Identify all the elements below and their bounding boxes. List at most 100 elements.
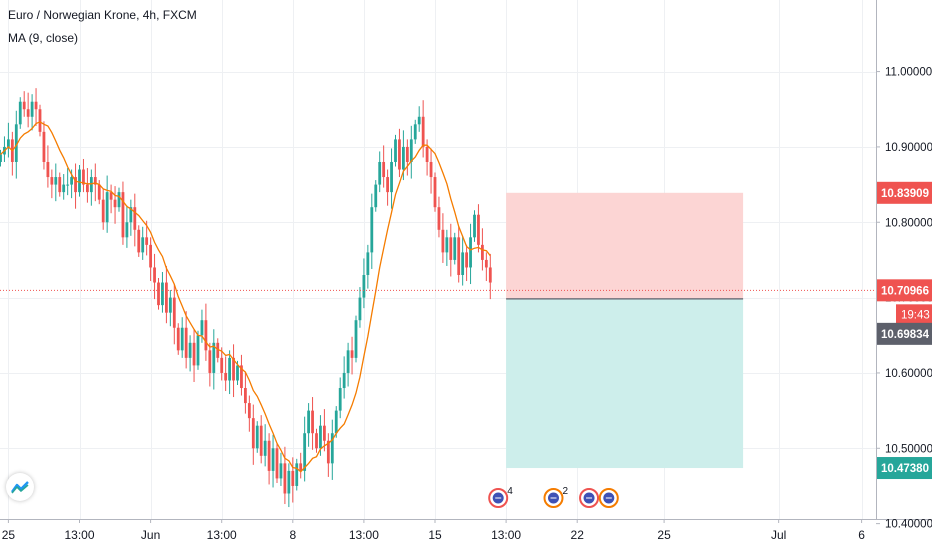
candle-body (42, 131, 46, 162)
candle-body (469, 237, 472, 268)
candle-body (354, 320, 358, 358)
candle-body (346, 350, 350, 373)
candle-body (445, 237, 449, 253)
tradingview-logo[interactable] (6, 473, 34, 501)
candle-body (86, 184, 89, 193)
candle-body (370, 207, 374, 253)
candle-body (441, 229, 445, 253)
candle-body (66, 184, 70, 186)
candle-body (267, 440, 271, 471)
x-tick-label: 6 (858, 528, 865, 542)
candle-body (405, 146, 409, 162)
candle-body (117, 192, 121, 208)
candle-body (153, 267, 156, 283)
stop-loss-zone[interactable] (506, 192, 744, 299)
candles (0, 88, 492, 508)
candle-body (338, 388, 342, 411)
candle-body (46, 161, 50, 178)
candle-body (251, 418, 255, 449)
candle-body (168, 297, 172, 313)
candle-body (121, 192, 125, 238)
candle-body (255, 425, 259, 449)
candle-body (330, 433, 334, 464)
candle-body (449, 237, 453, 260)
candle-body (82, 169, 85, 185)
candle-body (220, 357, 224, 373)
candle-body (204, 320, 208, 351)
take-profit-zone[interactable] (506, 298, 744, 469)
last-price-label: 10.70966 (881, 285, 929, 297)
x-tick-label: 25 (2, 528, 16, 542)
candle-body (382, 161, 386, 178)
candle-body (437, 207, 441, 230)
position-tool[interactable] (506, 192, 744, 469)
candle-body (303, 433, 307, 471)
candle-body (101, 199, 105, 223)
candle-body (247, 403, 251, 419)
candle-body (342, 372, 346, 389)
candle-body (54, 177, 58, 185)
candle-body (22, 101, 26, 110)
candle-body (228, 357, 231, 381)
candle-body (0, 154, 2, 162)
candle-body (271, 448, 275, 471)
candle-body (473, 214, 476, 238)
candle-body (70, 177, 73, 185)
candle-body (481, 244, 484, 260)
candle-body (224, 372, 228, 381)
candle-body (113, 199, 117, 208)
candle-body (417, 116, 421, 125)
candle-body (413, 124, 417, 140)
ma-line (0, 121, 491, 473)
candle-body (109, 192, 113, 200)
candle-body (259, 425, 263, 456)
candle-body (30, 101, 34, 117)
stop-price-badge (877, 181, 932, 204)
candle-body (287, 470, 291, 494)
y-tick-label: 10.50000 (885, 443, 932, 455)
candle-body (326, 440, 330, 464)
entry-price-label: 10.69834 (881, 329, 930, 341)
candle-body (18, 101, 22, 125)
candle-body (172, 297, 176, 328)
candle-body (50, 177, 54, 185)
candle-body (433, 177, 437, 208)
candle-body (188, 342, 192, 358)
candle-body (129, 207, 133, 223)
candle-body (236, 365, 239, 381)
y-tick-label: 10.40000 (885, 519, 932, 531)
candle-body (295, 463, 299, 486)
target-price-badge (877, 457, 932, 480)
time-axis[interactable] (0, 519, 932, 550)
candle-body (279, 463, 283, 479)
candle-body (421, 116, 425, 147)
candle-body (34, 101, 38, 110)
countdown-label: 19:43 (901, 309, 930, 321)
candle-body (386, 177, 389, 193)
candle-body (240, 365, 243, 389)
target-price-label: 10.47380 (881, 463, 929, 475)
candle-body (319, 425, 322, 449)
candle-body (7, 139, 10, 147)
candle-body (244, 388, 247, 404)
candle-body (350, 350, 354, 358)
candle-body (157, 282, 160, 306)
candle-body (62, 184, 66, 193)
candle-body (149, 244, 152, 268)
candle-body (165, 282, 168, 313)
candle-body (374, 184, 378, 208)
x-tick-label: 13:00 (491, 528, 521, 542)
candle-body (89, 177, 93, 193)
candle-body (14, 124, 18, 162)
candle-body (488, 267, 492, 283)
candle-body (334, 410, 338, 434)
candle-body (38, 109, 42, 132)
candle-body (212, 342, 216, 373)
last-price-badge (877, 279, 932, 302)
x-tick-label: 15 (428, 528, 442, 542)
tradingview-logo-icon (11, 481, 29, 494)
x-tick-label: 13:00 (207, 528, 237, 542)
